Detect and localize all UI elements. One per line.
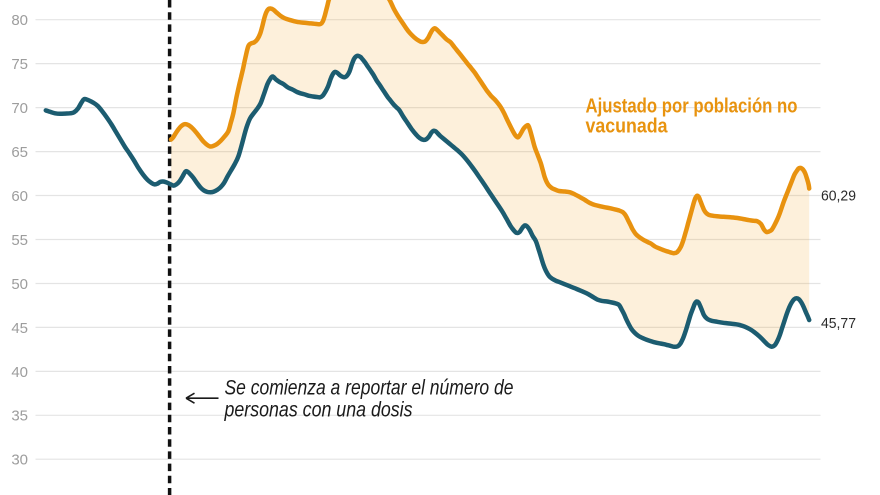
svg-text:35: 35 bbox=[11, 408, 28, 425]
svg-text:60,29: 60,29 bbox=[821, 189, 856, 205]
svg-text:70: 70 bbox=[11, 100, 28, 117]
svg-text:60: 60 bbox=[11, 188, 28, 205]
svg-text:Ajustado por población no: Ajustado por población no bbox=[586, 94, 798, 117]
svg-text:Se comienza a reportar el núme: Se comienza a reportar el número de bbox=[225, 377, 514, 400]
svg-text:80: 80 bbox=[11, 12, 28, 29]
svg-text:50: 50 bbox=[11, 276, 28, 293]
svg-text:55: 55 bbox=[11, 232, 28, 249]
svg-text:30: 30 bbox=[11, 452, 28, 469]
svg-text:40: 40 bbox=[11, 364, 28, 381]
svg-text:45,77: 45,77 bbox=[821, 316, 856, 332]
svg-text:personas con una dosis: personas con una dosis bbox=[224, 399, 413, 422]
svg-text:75: 75 bbox=[11, 56, 28, 73]
svg-text:vacunada: vacunada bbox=[586, 114, 669, 137]
svg-text:45: 45 bbox=[11, 320, 28, 337]
svg-text:65: 65 bbox=[11, 144, 28, 161]
